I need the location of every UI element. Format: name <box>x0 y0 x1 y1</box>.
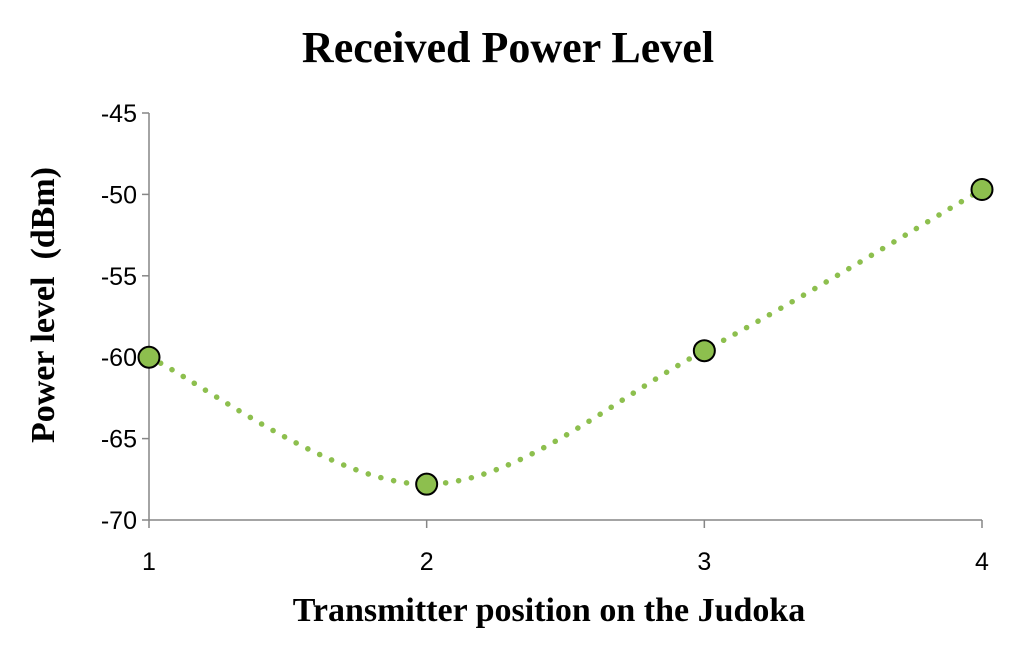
x-tick-label: 4 <box>975 548 989 576</box>
data-point <box>415 472 439 496</box>
series-layer <box>146 186 985 487</box>
y-tick-label: -60 <box>101 344 137 372</box>
x-tick-label: 1 <box>142 548 156 576</box>
chart-title: Received Power Level <box>301 23 715 72</box>
y-tick-label: -50 <box>101 181 137 209</box>
y-tick-label: -55 <box>101 263 137 291</box>
y-tick-label: -45 <box>101 100 137 128</box>
axes: -70 -65 -60 -55 -50 -45 1 2 3 4 <box>101 100 989 576</box>
x-tick-label: 3 <box>697 548 711 576</box>
x-axis-label: Transmitter position on the Judoka <box>292 592 806 629</box>
data-point <box>970 178 994 202</box>
marker-layer <box>137 178 994 496</box>
x-tick-label: 2 <box>420 548 434 576</box>
y-tick-label: -65 <box>101 426 137 454</box>
data-point <box>137 345 161 369</box>
series-line <box>146 186 985 487</box>
y-tick-label: -70 <box>101 507 137 535</box>
data-point <box>692 339 716 363</box>
